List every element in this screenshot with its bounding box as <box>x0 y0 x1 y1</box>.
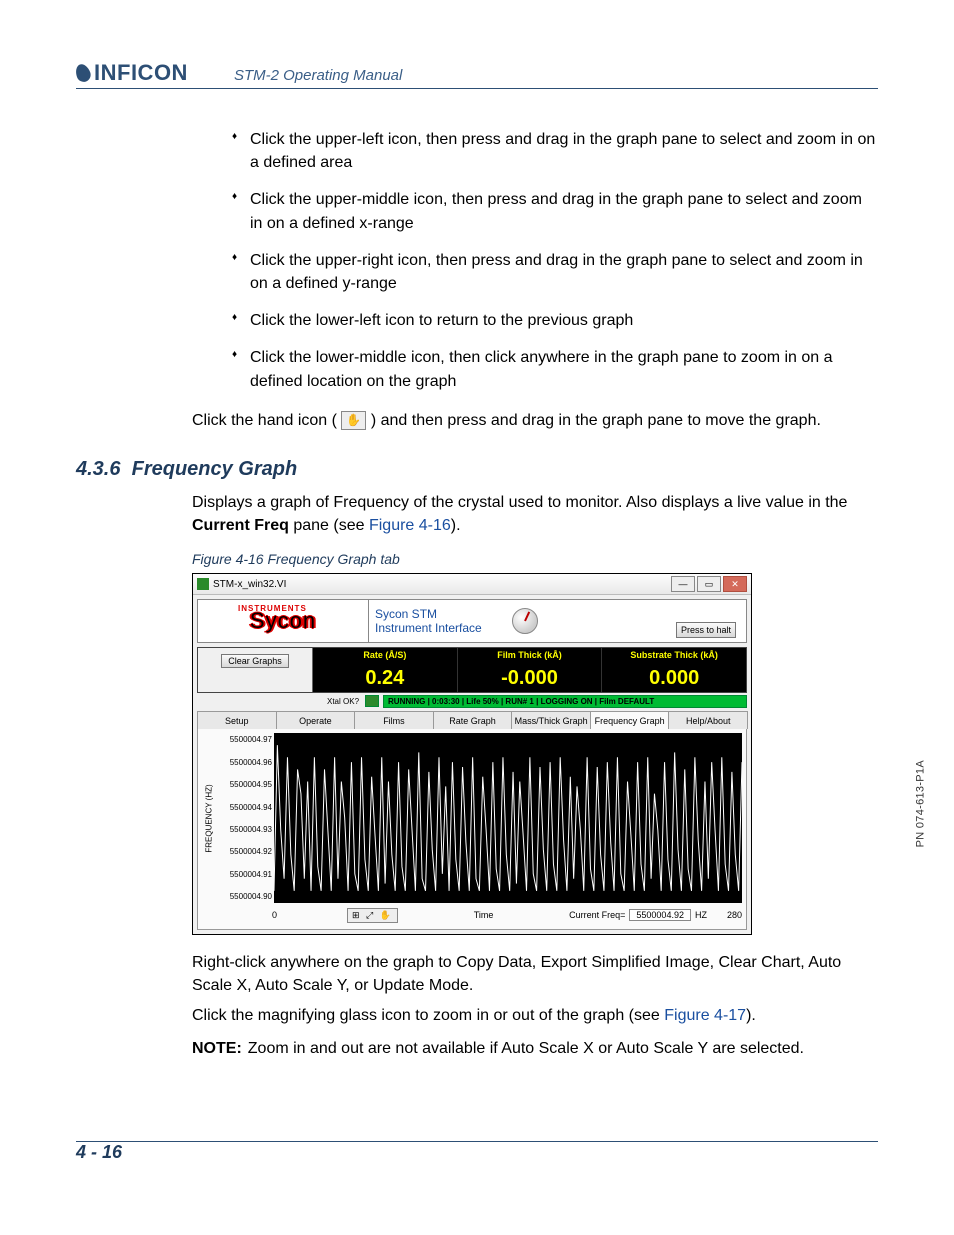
hand-icon-para: Click the hand icon ( ✋ ) and then press… <box>192 409 878 432</box>
x-start: 0 <box>272 910 277 920</box>
metric-substrate: Substrate Thick (kÅ) 0.000 <box>602 648 746 692</box>
tab-films[interactable]: Films <box>354 711 434 729</box>
chart-tools-icon[interactable]: ⊞ ⤢ ✋ <box>347 908 398 923</box>
hand-icon: ✋ <box>341 411 366 430</box>
page-number: 4 - 16 <box>76 1142 878 1163</box>
after-para-2: Click the magnifying glass icon to zoom … <box>192 1004 878 1027</box>
page-content: Click the upper-left icon, then press an… <box>76 112 878 1060</box>
after-para-1: Right-click anywhere on the graph to Cop… <box>192 951 878 997</box>
bullet-item: Click the upper-left icon, then press an… <box>232 128 878 174</box>
status-text: RUNNING | 0:03:30 | Life 50% | RUN# 1 | … <box>383 695 747 708</box>
brand-logo: INFICON <box>76 60 188 86</box>
tab-strip: Setup Operate Films Rate Graph Mass/Thic… <box>197 711 747 729</box>
tab-frequency[interactable]: Frequency Graph <box>590 711 670 729</box>
tab-help[interactable]: Help/About <box>668 711 748 729</box>
dial-icon <box>512 608 538 634</box>
status-row: Xtal OK? RUNNING | 0:03:30 | Life 50% | … <box>197 693 747 709</box>
tab-mass-thick[interactable]: Mass/Thick Graph <box>511 711 591 729</box>
note-label: NOTE: <box>192 1037 242 1060</box>
close-button[interactable]: ✕ <box>723 576 747 592</box>
y-ticks: 5500004.97 5500004.96 5500004.95 5500004… <box>216 733 274 903</box>
window-titlebar[interactable]: STM-x_win32.VI — ▭ ✕ <box>193 574 751 595</box>
x-end: 280 <box>727 910 742 920</box>
figure-link[interactable]: Figure 4-16 <box>369 517 451 534</box>
header-band: INSTRUMENTS Sycon Sycon STM Instrument I… <box>197 599 747 643</box>
bullet-list: Click the upper-left icon, then press an… <box>192 128 878 393</box>
x-axis-label: Time <box>398 910 569 920</box>
header-rule <box>76 88 878 89</box>
note-body: Zoom in and out are not available if Aut… <box>248 1037 804 1060</box>
interface-label: Sycon STM Instrument Interface <box>369 600 666 642</box>
chart-plot[interactable] <box>274 733 742 903</box>
bullet-item: Click the upper-right icon, then press a… <box>232 249 878 295</box>
current-freq-unit: HZ <box>695 910 707 920</box>
screenshot-window: STM-x_win32.VI — ▭ ✕ INSTRUMENTS Sycon S… <box>192 573 752 935</box>
xtal-label: Xtal OK? <box>197 697 365 706</box>
tab-rate-graph[interactable]: Rate Graph <box>433 711 513 729</box>
maximize-button[interactable]: ▭ <box>697 576 721 592</box>
window-title: STM-x_win32.VI <box>213 579 286 590</box>
tab-operate[interactable]: Operate <box>276 711 356 729</box>
bullet-item: Click the lower-middle icon, then click … <box>232 346 878 392</box>
metric-rate: Rate (Å/S) 0.24 <box>313 648 458 692</box>
manual-title: STM-2 Operating Manual <box>234 67 402 86</box>
figure-link-2[interactable]: Figure 4-17 <box>664 1007 746 1024</box>
xtal-led-icon <box>365 695 379 707</box>
tab-setup[interactable]: Setup <box>197 711 277 729</box>
clear-graphs-button[interactable]: Clear Graphs <box>221 654 289 668</box>
sycon-logo: INSTRUMENTS Sycon <box>198 600 369 642</box>
brand-text: INFICON <box>94 60 188 86</box>
metrics-row: Clear Graphs Rate (Å/S) 0.24 Film Thick … <box>197 647 747 693</box>
halt-button[interactable]: Press to halt <box>676 622 736 638</box>
section-intro: Displays a graph of Frequency of the cry… <box>192 491 878 537</box>
brand-drop-icon <box>73 62 92 84</box>
bullet-item: Click the lower-left icon to return to t… <box>232 309 878 332</box>
bullet-item: Click the upper-middle icon, then press … <box>232 188 878 234</box>
app-icon <box>197 578 209 590</box>
section-heading: 4.3.6 Frequency Graph <box>76 458 878 481</box>
page-footer: 4 - 16 <box>76 1139 878 1163</box>
chart-footer: 0 ⊞ ⤢ ✋ Time Current Freq= 5500004.92 HZ… <box>202 905 742 925</box>
metric-film: Film Thick (kÅ) -0.000 <box>458 648 603 692</box>
note: NOTE: Zoom in and out are not available … <box>192 1037 878 1060</box>
minimize-button[interactable]: — <box>671 576 695 592</box>
chart-panel: FREQUENCY (HZ) 5500004.97 5500004.96 550… <box>197 729 747 930</box>
current-freq-value: 5500004.92 <box>629 909 691 921</box>
part-number: PN 074-613-P1A <box>914 760 926 847</box>
figure-caption: Figure 4-16 Frequency Graph tab <box>192 551 878 567</box>
current-freq-label: Current Freq= <box>569 910 625 920</box>
y-axis-label: FREQUENCY (HZ) <box>202 733 216 903</box>
page-header: INFICON STM-2 Operating Manual <box>76 60 878 89</box>
